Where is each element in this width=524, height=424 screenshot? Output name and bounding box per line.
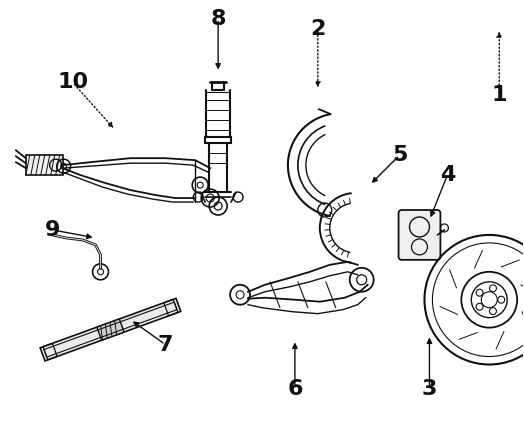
Text: 8: 8: [211, 8, 226, 29]
Text: 9: 9: [45, 220, 60, 240]
Text: 4: 4: [440, 165, 455, 185]
Text: 2: 2: [310, 19, 325, 39]
Text: 3: 3: [422, 379, 437, 399]
Polygon shape: [40, 298, 181, 361]
Polygon shape: [97, 319, 124, 340]
FancyBboxPatch shape: [399, 210, 440, 260]
Text: 10: 10: [57, 73, 88, 92]
FancyBboxPatch shape: [26, 155, 63, 175]
Text: 7: 7: [158, 335, 173, 354]
Text: 1: 1: [492, 85, 507, 106]
Text: 6: 6: [287, 379, 303, 399]
Text: 5: 5: [392, 145, 407, 165]
